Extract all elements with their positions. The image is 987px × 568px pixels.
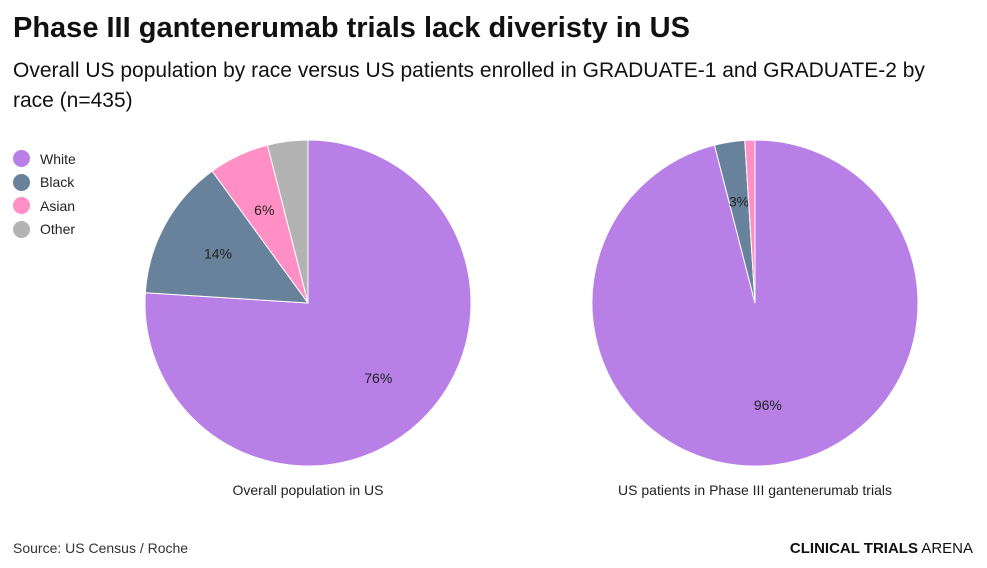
- data-label: 76%: [364, 370, 392, 386]
- chart-subtitle: Overall US population by race versus US …: [13, 59, 925, 112]
- legend: White Black Asian Other: [13, 147, 76, 241]
- legend-item-black: Black: [13, 171, 76, 195]
- pie-slice-white: [144, 139, 472, 467]
- pie-slice-black: [144, 170, 310, 304]
- brand-light: ARENA: [917, 540, 973, 557]
- data-label: 6%: [254, 202, 274, 218]
- legend-label: White: [40, 150, 76, 167]
- data-label: 96%: [754, 397, 782, 413]
- pie-slice-asian: [744, 139, 756, 304]
- data-label: 14%: [204, 246, 232, 262]
- legend-label: Other: [40, 221, 76, 238]
- legend-item-asian: Asian: [13, 194, 76, 218]
- legend-swatch: [13, 197, 30, 215]
- legend-swatch: [13, 150, 30, 168]
- pie-slice-other: [266, 139, 309, 304]
- legend-swatch: [13, 220, 30, 238]
- chart-title: Phase III gantenerumab trials lack diver…: [13, 12, 690, 44]
- legend-label: Black: [40, 174, 75, 191]
- data-label: 3%: [729, 194, 749, 210]
- legend-item-white: White: [13, 147, 76, 171]
- legend-swatch: [13, 173, 30, 191]
- brand-logo: CLINICAL TRIALS ARENA: [790, 540, 973, 557]
- pie-title: Overall population in US: [233, 482, 384, 498]
- legend-item-other: Other: [13, 218, 76, 242]
- brand-bold: CLINICAL TRIALS: [789, 540, 918, 557]
- legend-label: Asian: [40, 197, 76, 214]
- pie-title: US patients in Phase III gantenerumab tr…: [618, 482, 892, 498]
- source-note: Source: US Census / Roche: [13, 540, 189, 556]
